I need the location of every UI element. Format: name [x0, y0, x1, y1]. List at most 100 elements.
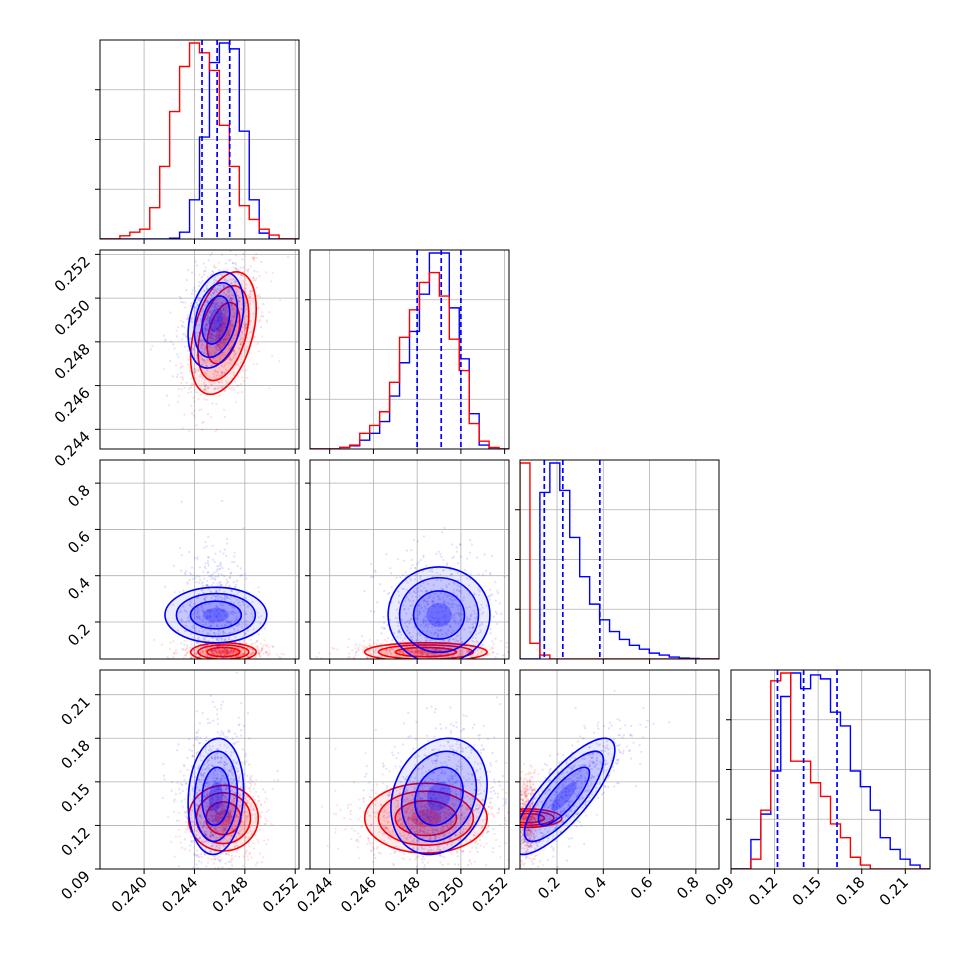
scatter-point-blue: [217, 315, 221, 318]
scatter-point-red: [213, 302, 216, 305]
scatter-point-blue: [217, 371, 220, 374]
scatter-point-blue: [245, 322, 248, 326]
scatter-point-red: [260, 861, 263, 864]
scatter-point-blue: [186, 817, 189, 820]
scatter-point-red: [188, 664, 190, 666]
scatter-point-red: [255, 790, 258, 793]
scatter-point-blue: [196, 319, 199, 322]
scatter-point-red: [249, 779, 253, 782]
scatter-point-blue: [256, 294, 259, 297]
scatter-point-red: [438, 649, 441, 652]
scatter-point-red: [201, 653, 204, 656]
scatter-point-blue: [186, 617, 189, 620]
scatter-point-red: [227, 651, 230, 654]
scatter-point-blue: [196, 556, 199, 559]
scatter-point-red: [222, 320, 225, 324]
scatter-point-blue: [447, 619, 450, 622]
scatter-point-blue: [181, 378, 184, 381]
scatter-point-blue: [207, 571, 210, 574]
scatter-point-red: [260, 650, 263, 653]
scatter-point-blue: [214, 387, 217, 390]
scatter-point-red: [258, 653, 261, 656]
scatter-point-blue: [243, 323, 246, 327]
contour-red: [197, 644, 250, 659]
scatter-point-red: [215, 300, 218, 303]
scatter-point-blue: [434, 631, 437, 634]
scatter-point-red: [472, 640, 475, 643]
scatter-point-blue: [486, 595, 490, 598]
scatter-point-red: [228, 653, 231, 656]
scatter-point-blue: [224, 326, 227, 329]
scatter-point-red: [218, 813, 222, 816]
scatter-point-blue: [212, 270, 215, 274]
scatter-point-blue: [451, 543, 454, 546]
scatter-point-blue: [210, 337, 213, 340]
scatter-point-blue: [437, 667, 439, 669]
scatter-point-red: [433, 652, 436, 656]
scatter-point-red: [245, 819, 248, 822]
scatter-point-red: [228, 812, 231, 816]
scatter-point-red: [192, 383, 196, 386]
scatter-point-red: [204, 840, 207, 843]
scatter-point-blue: [207, 781, 210, 784]
scatter-point-red: [227, 847, 230, 850]
scatter-point-red: [265, 319, 268, 322]
scatter-point-blue: [410, 549, 413, 552]
scatter-point-red: [383, 651, 386, 654]
scatter-point-blue: [197, 808, 200, 812]
scatter-point-blue: [227, 567, 230, 570]
scatter-point-blue: [436, 571, 439, 574]
scatter-point-red: [181, 365, 184, 368]
scatter-point-red: [222, 822, 225, 825]
scatter-point-blue: [205, 647, 208, 650]
scatter-point-blue: [424, 615, 428, 618]
scatter-point-red: [390, 652, 393, 655]
scatter-point-blue: [460, 591, 463, 594]
scatter-point-blue: [232, 580, 235, 584]
scatter-point-red: [184, 812, 187, 815]
scatter-point-red: [401, 651, 404, 654]
scatter-point-blue: [409, 579, 412, 582]
scatter-point-red: [209, 655, 212, 658]
scatter-point-blue: [215, 614, 219, 617]
scatter-point-red: [231, 857, 234, 860]
scatter-point-blue: [228, 604, 232, 607]
scatter-point-red: [213, 858, 216, 861]
scatter-point-red: [193, 409, 196, 412]
scatter-point-red: [233, 354, 236, 357]
scatter-point-red: [219, 651, 222, 654]
scatter-point-blue: [206, 386, 209, 389]
scatter-point-red: [235, 662, 237, 664]
scatter-point-red: [441, 652, 444, 655]
scatter-point-blue: [209, 333, 212, 336]
density-fill-blue: [202, 295, 230, 345]
scatter-point-blue: [416, 540, 419, 543]
scatter-point-blue: [468, 672, 470, 674]
scatter-point-blue: [225, 554, 228, 558]
scatter-point-blue: [213, 561, 216, 564]
panel-frame: [99, 459, 300, 660]
panel-frame: [99, 39, 300, 240]
scatter-point-blue: [205, 324, 208, 327]
scatter-point-red: [212, 808, 215, 811]
scatter-point-red: [216, 301, 219, 304]
scatter-point-red: [245, 308, 248, 311]
scatter-point-red: [201, 343, 204, 346]
scatter-point-red: [224, 293, 227, 297]
scatter-point-blue: [254, 816, 257, 819]
scatter-point-blue: [436, 619, 439, 623]
scatter-point-blue: [218, 568, 221, 571]
scatter-point-red: [376, 660, 378, 662]
scatter-point-red: [453, 664, 455, 666]
scatter-point-blue: [232, 262, 235, 265]
scatter-point-red: [239, 800, 242, 803]
scatter-point-red: [286, 255, 290, 258]
scatter-point-blue: [187, 615, 191, 618]
scatter-point-blue: [214, 575, 217, 578]
scatter-point-red: [406, 649, 409, 652]
scatter-point-blue: [222, 675, 224, 677]
scatter-point-red: [420, 653, 423, 656]
scatter-point-red: [333, 662, 335, 664]
scatter-point-blue: [225, 595, 229, 598]
scatter-point-blue: [355, 651, 358, 654]
